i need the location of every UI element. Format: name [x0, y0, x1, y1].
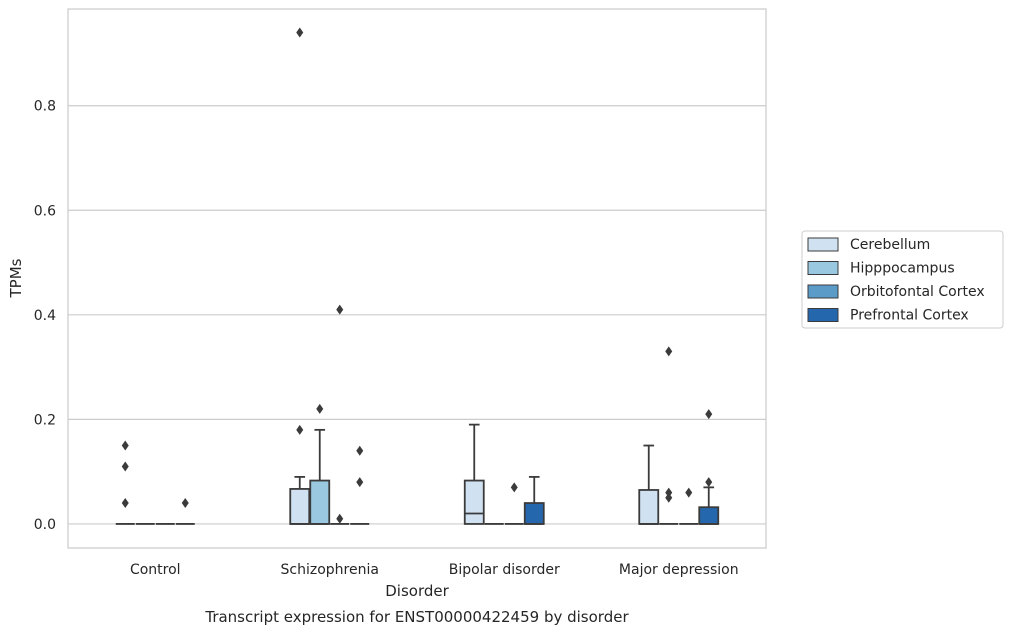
box-group	[504, 482, 524, 525]
legend-swatch	[807, 237, 839, 252]
box-body	[289, 488, 311, 525]
y-tick-label: 0.0	[34, 517, 56, 533]
box-group	[698, 409, 720, 525]
box-group	[115, 440, 135, 525]
box-group	[638, 444, 660, 525]
outlier-point	[665, 487, 673, 498]
box-group	[679, 487, 699, 525]
y-tick-label: 0.4	[34, 308, 56, 324]
outlier-point	[665, 492, 673, 503]
box-body	[523, 502, 545, 525]
outlier-point	[705, 409, 713, 420]
outlier-point	[121, 498, 129, 509]
box-group	[350, 445, 370, 525]
legend: Cerebellum Hipppocampus Orbitofontal Corte…	[801, 230, 1004, 329]
legend-label: Cerebellum	[850, 237, 930, 253]
x-tick-label: Major depression	[619, 562, 739, 578]
y-tick-label: 0.2	[34, 412, 56, 428]
legend-frame	[801, 230, 1004, 329]
plot-frame	[67, 8, 767, 549]
plot-marks	[115, 27, 720, 525]
outlier-point	[665, 346, 673, 357]
outlier-point	[181, 498, 189, 509]
outlier-point	[316, 403, 324, 414]
outlier-point	[356, 445, 364, 456]
x-tick-label: Schizophrenia	[281, 562, 379, 578]
box-group	[175, 498, 195, 525]
box-group	[289, 27, 311, 525]
outlier-point	[121, 461, 129, 472]
outlier-point	[705, 477, 713, 488]
box-body	[698, 506, 720, 525]
box-body	[463, 479, 485, 525]
y-tick-label: 0.8	[34, 99, 56, 115]
outlier-point	[296, 424, 304, 435]
y-axis-label: TPMs	[7, 258, 25, 298]
box-group	[309, 403, 331, 525]
y-tick-labels: 0.0 0.2 0.4 0.6 0.8	[34, 99, 56, 533]
x-tick-label: Bipolar disorder	[449, 562, 560, 578]
outlier-point	[296, 27, 304, 38]
grid-lines	[68, 105, 766, 525]
x-tick-label: Control	[130, 562, 181, 578]
box-body	[309, 479, 331, 525]
outlier-point	[356, 477, 364, 488]
legend-swatch	[807, 261, 839, 275]
legend-swatch	[807, 284, 839, 299]
outlier-point	[510, 482, 518, 493]
outlier-point	[336, 513, 344, 524]
x-axis-label: Disorder	[385, 582, 449, 600]
legend-label: Hipppocampus	[850, 261, 955, 277]
outlier-point	[685, 487, 693, 498]
outlier-point	[121, 440, 129, 451]
x-tick-labels: Control Schizophrenia Bipolar disorder Majo…	[130, 562, 739, 578]
box-group	[330, 304, 350, 525]
box-group	[523, 476, 545, 525]
legend-swatch	[807, 308, 839, 322]
box-body	[638, 489, 660, 525]
box-group	[659, 346, 679, 525]
legend-label: Orbitofontal Cortex	[850, 284, 985, 300]
box-group	[463, 423, 485, 525]
outlier-point	[336, 304, 344, 315]
chart-title: Transcript expression for ENST0000042245…	[204, 608, 629, 626]
y-tick-label: 0.6	[34, 203, 56, 219]
legend-label: Prefrontal Cortex	[850, 308, 969, 324]
